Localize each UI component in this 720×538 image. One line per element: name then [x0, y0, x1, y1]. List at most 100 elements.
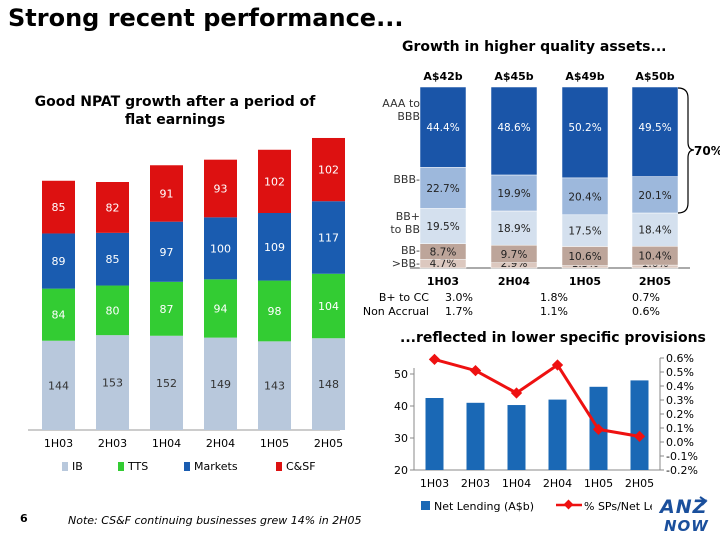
npat-bar-tts-2h04	[204, 279, 237, 338]
asset-data-label: 18.4%	[638, 225, 671, 237]
asset-data-label: 20.1%	[638, 190, 671, 202]
asset-bar-segment	[419, 86, 467, 168]
npat-bar-tts-2h05	[312, 273, 345, 339]
prov-sps-point	[510, 387, 523, 399]
npat-bar-csf-2h03	[96, 182, 129, 233]
prov-tick-label: 1H05	[584, 477, 613, 490]
asset-tick-label: 1H05	[569, 275, 601, 288]
npat-legend-swatch	[184, 462, 190, 471]
asset-table-cell: 0.7%	[632, 291, 660, 304]
npat-bar-tts-1h03	[42, 288, 75, 341]
asset-tick-label: 2H05	[639, 275, 671, 288]
npat-bar-markets-1h04	[150, 221, 183, 282]
asset-category-label: BB+	[396, 210, 420, 223]
asset-data-label: 8.7%	[430, 247, 457, 259]
npat-data-label: 87	[160, 303, 174, 316]
svg-text:NOW: NOW	[664, 517, 709, 535]
asset-bracket	[677, 87, 695, 214]
npat-data-label: 93	[214, 183, 228, 196]
asset-bar-segment	[419, 208, 467, 244]
npat-legend-label: C&SF	[286, 460, 316, 473]
npat-data-label: 117	[318, 231, 339, 244]
asset-data-label: 50.2%	[568, 122, 601, 134]
prov-tick-label: 2H03	[461, 477, 490, 490]
asset-data-label: 9.7%	[501, 249, 528, 261]
asset-category-label: BBB-	[393, 173, 420, 186]
asset-data-label: 48.6%	[497, 122, 530, 134]
asset-bar-segment	[490, 210, 538, 246]
npat-legend-swatch	[62, 462, 68, 471]
npat-bar-csf-2h05	[312, 137, 345, 202]
npat-data-label: 94	[214, 302, 228, 315]
prov-right-tick-label: 0.5%	[666, 366, 694, 379]
npat-data-label: 152	[156, 377, 177, 390]
asset-table-cell: 0.6%	[632, 305, 660, 318]
asset-data-label: 18.9%	[497, 223, 530, 235]
npat-bar-ib-2h04	[204, 337, 237, 430]
prov-right-tick-label: 0.3%	[666, 394, 694, 407]
npat-bar-ib-1h04	[150, 335, 183, 430]
npat-tick-label: 1H03	[44, 437, 73, 450]
npat-data-label: 80	[106, 304, 120, 317]
prov-lending-bar	[425, 398, 444, 470]
npat-legend-label: IB	[72, 460, 83, 473]
npat-data-label: 84	[52, 309, 66, 322]
npat-bar-ib-2h03	[96, 335, 129, 430]
npat-data-label: 98	[268, 305, 282, 318]
asset-table-label: B+ to CC	[379, 291, 429, 304]
asset-data-label: 20.4%	[568, 191, 601, 203]
asset-category-label: BB-	[401, 244, 420, 257]
asset-category-label: >BB-	[392, 257, 420, 270]
npat-bar-markets-1h03	[42, 233, 75, 289]
npat-bar-csf-1h03	[42, 180, 75, 234]
asset-category-label: to BB	[390, 223, 420, 236]
prov-legend-swatch-bars	[421, 501, 430, 510]
asset-tick-label: 2H04	[498, 275, 531, 288]
prov-left-tick-label: 30	[394, 432, 408, 445]
npat-bar-markets-2h04	[204, 217, 237, 280]
npat-tick-label: 2H03	[98, 437, 127, 450]
asset-table-label: Non Accrual	[363, 305, 429, 318]
page-title: Strong recent performance...	[8, 4, 404, 32]
npat-bar-csf-1h05	[258, 149, 291, 213]
prov-sps-point	[551, 359, 564, 371]
prov-tick-label: 1H03	[420, 477, 449, 490]
npat-bar-csf-2h04	[204, 159, 237, 218]
asset-category-label: AAA to	[382, 97, 420, 110]
asset-tick-label: 1H03	[427, 275, 459, 288]
npat-bar-tts-2h03	[96, 285, 129, 336]
prov-legend-label-bars: Net Lending (A$b)	[434, 500, 534, 513]
npat-bar-tts-1h05	[258, 280, 291, 342]
asset-bar-segment	[631, 212, 679, 247]
prov-right-tick-label: -0.1%	[666, 450, 698, 463]
prov-sps-point	[592, 423, 605, 436]
asset-table-cell: 1.7%	[445, 305, 473, 318]
prov-sps-point	[469, 364, 482, 377]
asset-data-label: 49.5%	[638, 122, 671, 134]
prov-sps-line	[434, 357, 640, 438]
npat-legend-swatch	[118, 462, 124, 471]
prov-right-tick-label: -0.2%	[666, 464, 698, 477]
asset-bar-segment	[631, 176, 679, 214]
npat-bar-tts-1h04	[150, 281, 183, 336]
npat-bar-markets-2h05	[312, 201, 345, 274]
prov-left-tick-label: 40	[394, 400, 408, 413]
prov-sps-point	[428, 353, 441, 366]
asset-category-label: BBB	[397, 110, 420, 123]
npat-bar-markets-1h05	[258, 213, 291, 281]
prov-left-tick-label: 50	[394, 368, 408, 381]
npat-bar-csf-1h04	[150, 165, 183, 222]
npat-bar-ib-1h05	[258, 341, 291, 430]
asset-bar-segment	[561, 86, 609, 179]
asset-bar-segment	[490, 86, 538, 176]
prov-sps-point	[633, 430, 646, 443]
asset-table-cell: 1.1%	[540, 305, 568, 318]
asset-data-label: 4.7%	[430, 258, 457, 270]
prov-lending-bar	[630, 380, 649, 470]
npat-data-label: 143	[264, 380, 285, 393]
npat-data-label: 104	[318, 300, 339, 313]
npat-data-label: 102	[264, 175, 285, 188]
asset-bar-segment	[419, 167, 467, 209]
npat-bar-ib-1h03	[42, 340, 75, 430]
